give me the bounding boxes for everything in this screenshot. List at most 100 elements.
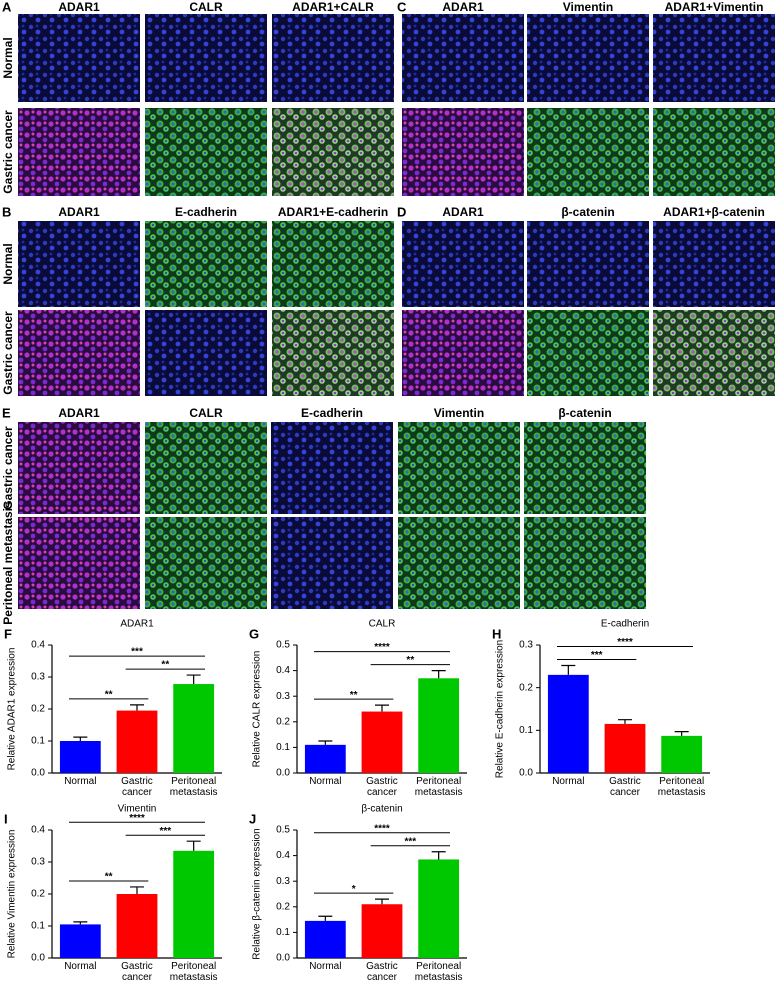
y-tick-label: 0.1 <box>276 927 290 938</box>
panel-letter: C <box>397 0 407 14</box>
bar <box>361 904 403 958</box>
micrograph <box>272 221 394 307</box>
chart-title: Vimentin <box>118 804 157 815</box>
x-tick-label: Normal <box>552 776 585 787</box>
panel-letter: G <box>249 626 259 641</box>
y-tick-label: 0.4 <box>276 850 290 861</box>
micrograph <box>18 108 140 196</box>
row-label: Peritoneal metastasis <box>1 501 15 625</box>
significance-label: ** <box>350 690 358 701</box>
y-tick-label: 0.0 <box>31 768 45 779</box>
micrograph <box>145 517 267 609</box>
column-label: E-cadherin <box>175 205 237 219</box>
y-tick-label: 0.1 <box>31 921 45 932</box>
x-tick-label: Peritoneal metastasis <box>169 776 218 798</box>
x-tick-label: Peritoneal metastasis <box>414 961 463 983</box>
error-bar <box>375 704 389 712</box>
x-tick-area: Gastric cancer <box>121 776 153 798</box>
micrograph <box>653 310 775 396</box>
micrograph <box>18 221 140 307</box>
y-tick-label: 0.3 <box>276 691 290 702</box>
micrograph <box>527 108 649 196</box>
micrograph <box>18 14 140 102</box>
row-label: Normal <box>1 243 15 284</box>
micrograph <box>271 422 393 514</box>
column-label: ADAR1 <box>58 205 100 219</box>
micrograph <box>524 422 646 514</box>
y-tick-label: 0.0 <box>276 953 290 964</box>
x-tick-area: Normal <box>64 776 97 787</box>
micrograph <box>271 517 393 609</box>
y-tick-label: 0.2 <box>276 901 290 912</box>
panel-letter: B <box>2 204 11 219</box>
x-tick-area: Peritoneal metastasis <box>414 961 463 983</box>
y-tick-label: 0.1 <box>31 736 45 747</box>
micrograph <box>398 517 520 609</box>
y-tick-label: 0.0 <box>276 768 290 779</box>
column-label: CALR <box>189 0 223 14</box>
column-label: Vimentin <box>563 0 613 14</box>
column-label: ADAR1+Vimentin <box>665 0 764 14</box>
column-label: E-cadherin <box>301 406 363 420</box>
y-axis-label: Relative ADAR1 expression <box>7 648 18 771</box>
micrograph <box>272 310 394 396</box>
panel-letter: J <box>249 811 256 826</box>
row-label: Gastric cancer <box>1 426 15 510</box>
x-tick-label: Peritoneal metastasis <box>657 776 706 798</box>
x-tick-area: Normal <box>552 776 585 787</box>
significance-label: **** <box>129 813 145 824</box>
micrograph <box>653 221 775 307</box>
error-bar <box>73 921 88 925</box>
panel-letter: A <box>2 0 12 14</box>
column-label: β-catenin <box>561 205 614 219</box>
significance-label: **** <box>617 637 633 648</box>
x-tick-label: Gastric cancer <box>609 776 641 798</box>
y-tick-label: 0.5 <box>276 640 290 651</box>
y-tick-label: 0.5 <box>276 825 290 836</box>
x-tick-area: Peritoneal metastasis <box>657 776 706 798</box>
bar <box>661 735 703 773</box>
x-tick-label: Normal <box>309 961 342 972</box>
bar <box>173 684 215 773</box>
bar <box>173 850 215 958</box>
micrograph <box>527 14 649 102</box>
error-bar <box>375 898 389 905</box>
significance-label: **** <box>374 642 390 653</box>
error-bar <box>431 670 446 679</box>
x-tick-label: Gastric cancer <box>121 961 153 983</box>
bar <box>604 723 646 773</box>
micrograph <box>145 108 267 196</box>
y-tick-label: 0.2 <box>519 682 533 693</box>
chart-title: E-cadherin <box>601 619 649 630</box>
panel-letter: I <box>4 811 8 826</box>
y-tick-label: 0.1 <box>519 725 533 736</box>
y-tick-label: 0.1 <box>276 742 290 753</box>
significance-label: * <box>352 884 356 895</box>
x-tick-area: Gastric cancer <box>121 961 153 983</box>
row-label: Gastric cancer <box>1 110 15 194</box>
chart-title: ADAR1 <box>120 619 154 630</box>
micrograph <box>402 310 524 396</box>
panel-letter: E <box>2 405 11 420</box>
micrograph <box>524 517 646 609</box>
x-tick-label: Normal <box>64 776 97 787</box>
significance-label: ** <box>105 689 113 700</box>
bar-chart: F ADAR1 Relative ADAR1 expression 0.0 0.1 0.2… <box>4 619 222 798</box>
bar <box>59 741 101 773</box>
x-tick-label: Gastric cancer <box>121 776 153 798</box>
x-tick-label: Peritoneal metastasis <box>169 961 218 983</box>
significance-label: ** <box>406 655 414 666</box>
y-tick-label: 0.2 <box>276 716 290 727</box>
bar <box>418 859 460 958</box>
x-tick-area: Peritoneal metastasis <box>415 776 463 798</box>
y-axis-label: Relative E-cadherin expression <box>495 640 506 778</box>
y-tick-label: 0.3 <box>31 857 45 868</box>
bar <box>361 711 403 773</box>
micrograph <box>402 221 524 307</box>
micrograph <box>272 108 394 196</box>
panel-letter: D <box>397 204 406 219</box>
y-tick-label: 0.2 <box>31 889 45 900</box>
error-bar <box>73 736 88 741</box>
